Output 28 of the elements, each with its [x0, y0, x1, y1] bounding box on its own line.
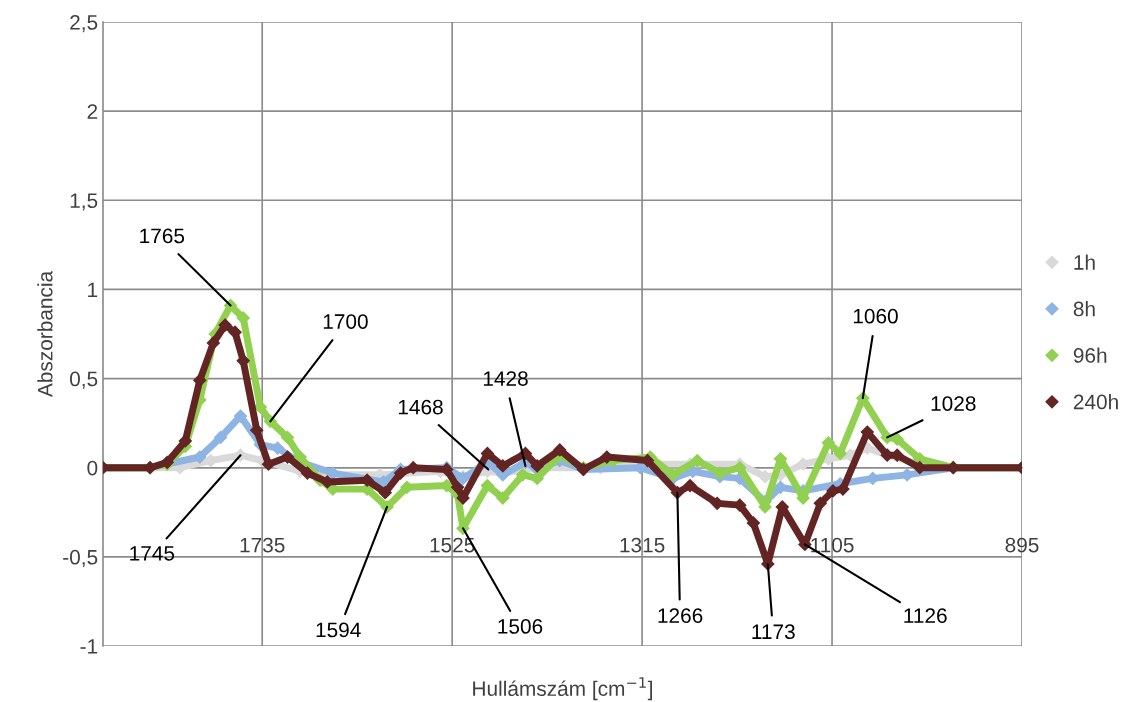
annotation: 1173 [752, 624, 795, 640]
annotation: 1428 [483, 371, 528, 386]
y-tick-label: 0,5 [69, 371, 98, 389]
x-tick-label: 895 [1005, 537, 1039, 553]
annotation: 1028 [931, 396, 976, 411]
annotation: 1060 [853, 308, 898, 324]
y-tick-label: -0,5 [63, 549, 98, 568]
legend-label: 96h [1073, 347, 1107, 363]
annotation: 1700 [323, 314, 368, 329]
x-axis-title: Hullámszám [cm$^{−1}$] [473, 677, 652, 701]
y-tick-label: 2,5 [70, 15, 98, 33]
y-tick-label: 1 [88, 282, 98, 297]
annotation: 1468 [398, 399, 443, 415]
annotation: 1126 [904, 608, 947, 624]
annotation: 1266 [658, 608, 703, 624]
legend-label: 240h [1073, 394, 1118, 410]
y-tick-label: -1 [80, 639, 98, 654]
y-axis-title: Abszorbancia [37, 270, 53, 398]
annotation: 1594 [316, 622, 361, 638]
annotation: 1745 [130, 546, 175, 561]
y-tick-label: 2 [87, 104, 98, 119]
annotation: 1506 [498, 619, 543, 634]
y-tick-label: 1,5 [70, 193, 98, 211]
x-tick-label: 1105 [811, 537, 854, 553]
annotation: 1765 [140, 228, 185, 244]
legend-label: 1h [1074, 254, 1095, 270]
legend-label: 8h [1073, 301, 1095, 317]
y-tick-label: 0 [87, 460, 98, 476]
